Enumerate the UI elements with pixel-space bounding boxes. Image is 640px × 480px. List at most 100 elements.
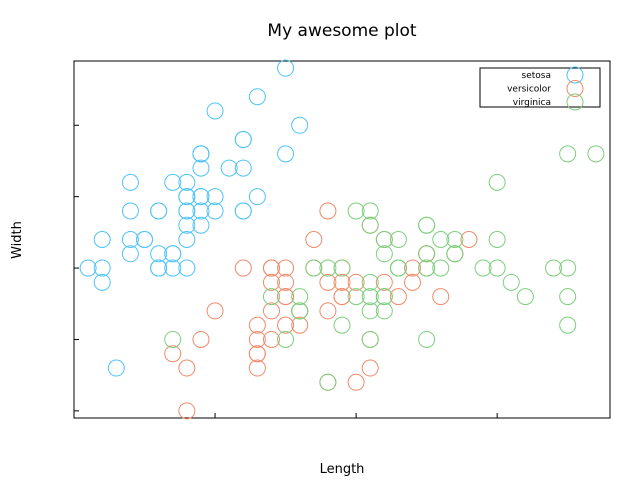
point-virginica [488,231,506,248]
point-virginica [474,259,492,277]
point-setosa [121,202,139,220]
point-setosa [178,173,196,191]
point-setosa [93,259,111,277]
point-versicolor [404,259,422,277]
point-virginica [375,231,393,248]
point-versicolor [248,359,266,377]
point-setosa [206,188,224,206]
legend-marker-virginica [566,93,584,111]
point-setosa [121,173,139,191]
point-virginica [418,216,436,234]
point-setosa [248,188,266,206]
point-setosa [277,59,295,77]
point-versicolor [262,259,280,277]
point-versicolor [319,302,337,320]
point-versicolor [206,302,224,320]
point-setosa [150,245,168,263]
point-setosa [234,131,252,149]
point-setosa [277,145,295,163]
point-setosa [192,145,210,163]
point-setosa [206,102,224,120]
point-virginica [488,173,506,191]
point-virginica [305,259,323,277]
point-virginica [502,273,520,291]
point-setosa [192,202,210,220]
point-virginica [446,231,464,248]
point-virginica [516,288,534,306]
point-versicolor [389,288,407,306]
legend-label-versicolor: versicolor [507,85,551,95]
point-virginica [375,302,393,320]
point-versicolor [248,316,266,334]
point-virginica [559,145,577,163]
data-points [79,59,605,420]
point-virginica [375,245,393,263]
point-versicolor [262,330,280,348]
x-axis-label: Length [320,462,365,477]
point-versicolor [347,373,365,391]
point-versicolor [164,345,182,363]
point-setosa [93,231,111,248]
point-virginica [389,231,407,248]
point-virginica [418,330,436,348]
point-virginica [291,288,309,306]
y-axis-label: Width [10,221,25,259]
point-virginica [319,373,337,391]
point-versicolor [347,273,365,291]
point-setosa [107,359,125,377]
point-setosa [79,259,97,277]
point-virginica [559,316,577,334]
point-virginica [389,259,407,277]
point-versicolor [319,273,337,291]
point-virginica [361,216,379,234]
point-virginica [333,316,351,334]
point-versicolor [333,273,351,291]
point-setosa [178,231,196,248]
point-virginica [418,259,436,277]
point-setosa [192,188,210,206]
point-versicolor [291,316,309,334]
legend-label-setosa: setosa [522,71,551,81]
point-versicolor [178,359,196,377]
point-versicolor [277,288,295,306]
point-setosa [178,259,196,277]
point-setosa [178,202,196,220]
point-virginica [164,330,182,348]
point-versicolor [432,288,450,306]
legend-marker-setosa [566,66,584,84]
point-versicolor [305,231,323,248]
point-setosa [150,259,168,277]
point-virginica [418,245,436,263]
point-virginica [446,245,464,263]
point-setosa [234,159,252,177]
point-setosa [206,202,224,220]
point-virginica [361,288,379,306]
point-setosa [291,116,309,134]
point-setosa [220,159,238,177]
y-axis-ticks [74,124,79,412]
point-virginica [559,288,577,306]
legend-box [479,67,601,108]
point-versicolor [192,330,210,348]
point-versicolor [460,231,478,248]
legend: setosa versicolor virginica [479,66,601,111]
point-virginica [347,202,365,220]
point-setosa [234,202,252,220]
point-virginica [361,302,379,320]
point-setosa [136,231,154,248]
point-setosa [164,259,182,277]
point-versicolor [178,402,196,420]
point-setosa [192,216,210,234]
point-virginica [432,231,450,248]
point-versicolor [248,345,266,363]
point-virginica [432,259,450,277]
point-setosa [248,88,266,106]
point-virginica [361,202,379,220]
point-versicolor [375,273,393,291]
point-versicolor [248,330,266,348]
point-virginica [587,145,605,163]
point-virginica [559,259,577,277]
point-versicolor [234,259,252,277]
point-versicolor [262,302,280,320]
